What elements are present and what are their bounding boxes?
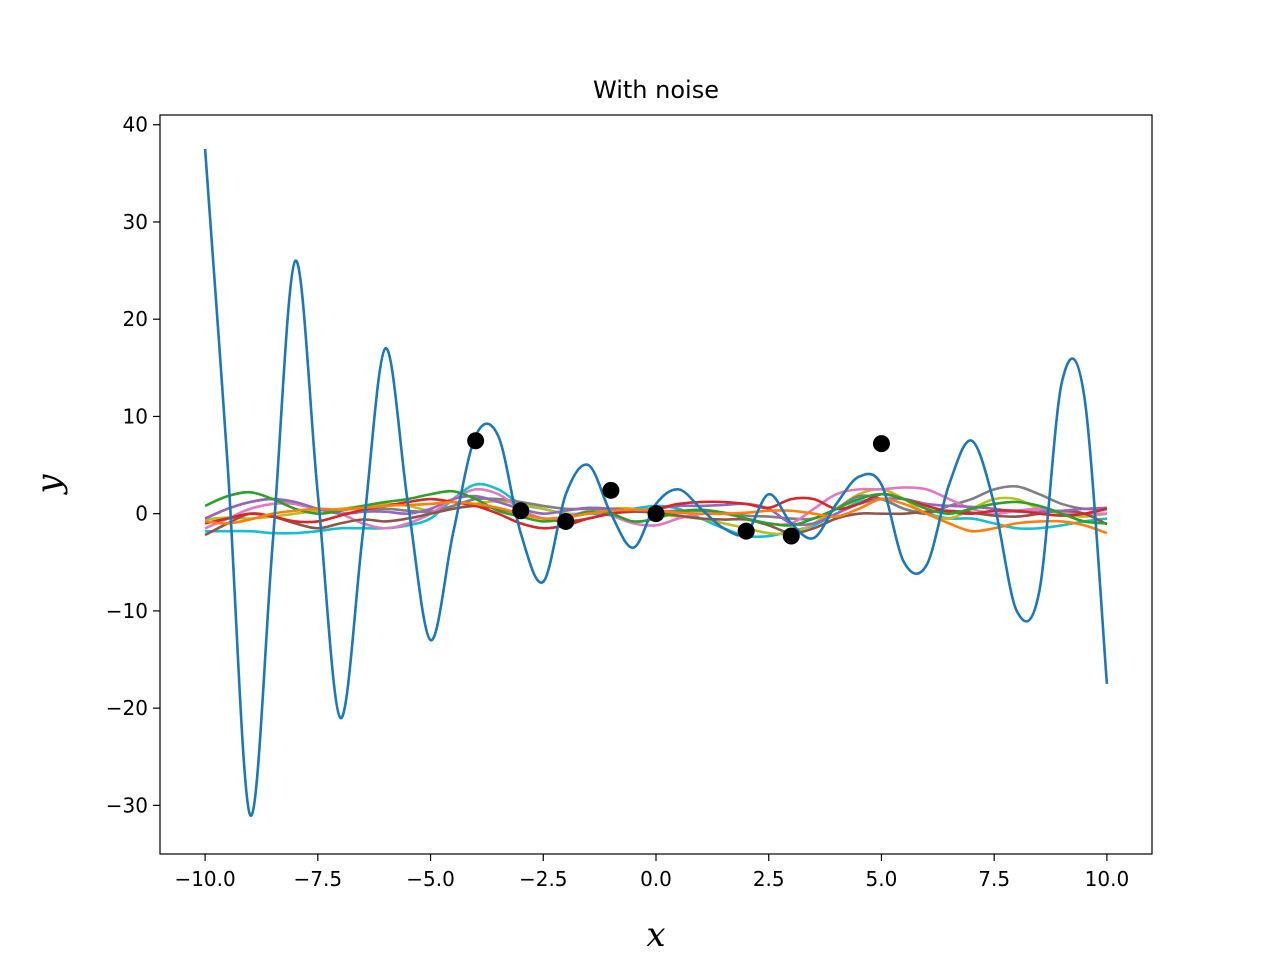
data-point xyxy=(647,505,665,523)
x-axis-ticks: −10.0 −7.5 −5.0 −2.5 0.0 2.5 5.0 7.5 10.0 xyxy=(174,854,1129,891)
y-tick-label: −30 xyxy=(106,793,148,817)
y-tick-label: 40 xyxy=(123,113,148,137)
x-tick-label: 2.5 xyxy=(753,867,785,891)
x-tick-label: −10.0 xyxy=(174,867,235,891)
chart-title: With noise xyxy=(593,76,719,104)
data-point xyxy=(737,522,755,540)
x-axis-label: x xyxy=(646,915,665,955)
x-tick-label: −2.5 xyxy=(519,867,568,891)
data-point xyxy=(602,481,620,499)
y-tick-label: 30 xyxy=(123,210,148,234)
x-tick-label: 5.0 xyxy=(866,867,898,891)
y-tick-label: −20 xyxy=(106,696,148,720)
y-axis-label: y xyxy=(29,474,69,496)
y-axis-ticks: −30 −20 −10 0 10 20 30 40 xyxy=(106,113,160,817)
x-tick-label: 10.0 xyxy=(1085,867,1130,891)
data-point xyxy=(872,435,890,453)
data-point xyxy=(782,527,800,545)
y-tick-label: 20 xyxy=(123,307,148,331)
points-layer xyxy=(467,432,890,545)
data-point xyxy=(557,512,575,530)
x-tick-label: −7.5 xyxy=(294,867,343,891)
y-tick-label: 0 xyxy=(135,502,148,526)
x-tick-label: −5.0 xyxy=(406,867,455,891)
y-tick-label: 10 xyxy=(123,404,148,428)
x-tick-label: 0.0 xyxy=(640,867,672,891)
data-point xyxy=(467,432,485,450)
data-point xyxy=(512,502,530,520)
x-tick-label: 7.5 xyxy=(978,867,1010,891)
series-line-1 xyxy=(203,148,1109,817)
y-tick-label: −10 xyxy=(106,599,148,623)
